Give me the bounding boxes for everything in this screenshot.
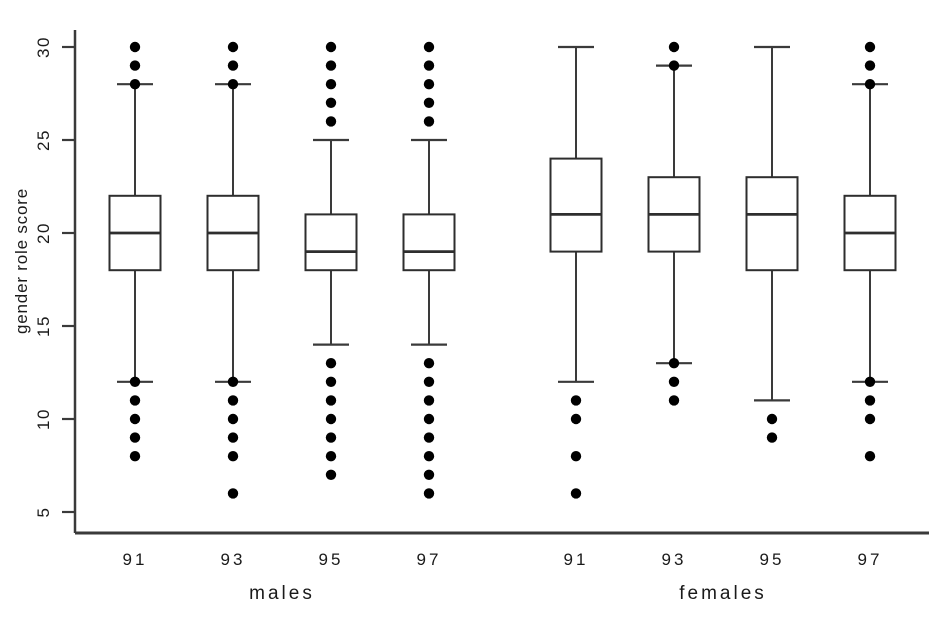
cap-dot-low [129,376,141,387]
outlier-dot-high [325,116,337,127]
outlier-dot-high [325,60,337,71]
outlier-dot-low [227,488,239,499]
outlier-dot-high [864,60,876,71]
group-label-males: males [249,583,315,604]
outlier-dot-low [325,395,337,406]
outlier-dot-high [423,41,435,53]
cap-dot-high [129,79,141,90]
outlier-dot-low [423,469,435,480]
y-tick-label: 10 [34,408,53,430]
x-tick-label-year: 91 [564,550,589,569]
outlier-dot-low [129,451,141,462]
outlier-dot-low [325,358,337,369]
outlier-dot-high [129,41,141,53]
y-tick-label: 30 [34,36,53,58]
cap-dot-low [668,358,680,369]
x-tick-label-year: 91 [123,550,148,569]
outlier-dot-high [423,60,435,71]
outlier-dot-low [864,413,876,425]
outlier-dot-low [668,395,680,406]
cap-dot-high [864,79,876,90]
outlier-dot-low [570,488,582,499]
x-tick-label-year: 95 [760,550,785,569]
cap-dot-low [227,376,239,387]
outlier-dot-low [864,395,876,406]
outlier-dot-high [423,116,435,127]
outlier-dot-low [129,413,141,425]
iqr-box [549,157,603,253]
outlier-dot-high [325,97,337,109]
y-tick-label: 5 [34,507,53,518]
x-tick-label-year: 97 [417,550,442,569]
outlier-dot-low [129,395,141,406]
outlier-dot-high [325,79,337,90]
outlier-dot-low [423,413,435,425]
outlier-dot-low [766,432,778,443]
outlier-dot-low [227,413,239,425]
outlier-dot-high [227,41,239,53]
outlier-dot-low [423,358,435,369]
outlier-dot-high [129,60,141,71]
x-tick-label-year: 93 [662,550,687,569]
cap-dot-high [668,60,680,71]
iqr-box [745,176,799,272]
outlier-dot-high [325,41,337,53]
outlier-dot-high [668,41,680,53]
outlier-dot-low [325,432,337,443]
outlier-dot-low [423,432,435,443]
outlier-dot-low [227,395,239,406]
x-tick-label-year: 95 [319,550,344,569]
outlier-dot-low [766,413,778,425]
y-tick-label: 15 [34,315,53,337]
outlier-dot-low [423,376,435,387]
outlier-dot-high [227,60,239,71]
outlier-dot-low [423,488,435,499]
cap-dot-low [864,376,876,387]
outlier-dot-low [325,376,337,387]
outlier-dot-low [129,432,141,443]
group-label-females: females [679,583,767,604]
y-tick-label: 25 [34,129,53,151]
outlier-dot-low [864,451,876,462]
iqr-box [402,213,456,272]
iqr-box [304,213,358,272]
cap-dot-high [227,79,239,90]
outlier-dot-high [423,79,435,90]
x-tick-label-year: 97 [858,550,883,569]
outlier-dot-low [570,395,582,406]
outlier-dot-low [570,413,582,425]
outlier-dot-low [325,451,337,462]
outlier-dot-high [423,97,435,109]
outlier-dot-low [668,376,680,387]
outlier-dot-low [325,413,337,425]
outlier-dot-low [570,451,582,462]
y-tick-label: 20 [34,222,53,244]
x-tick-label-year: 93 [221,550,246,569]
outlier-dot-low [423,395,435,406]
outlier-dot-low [423,451,435,462]
outlier-dot-high [864,41,876,53]
outlier-dot-low [227,432,239,443]
y-axis-title: gender role score [12,188,31,334]
outlier-dot-low [325,469,337,480]
outlier-dot-low [227,451,239,462]
